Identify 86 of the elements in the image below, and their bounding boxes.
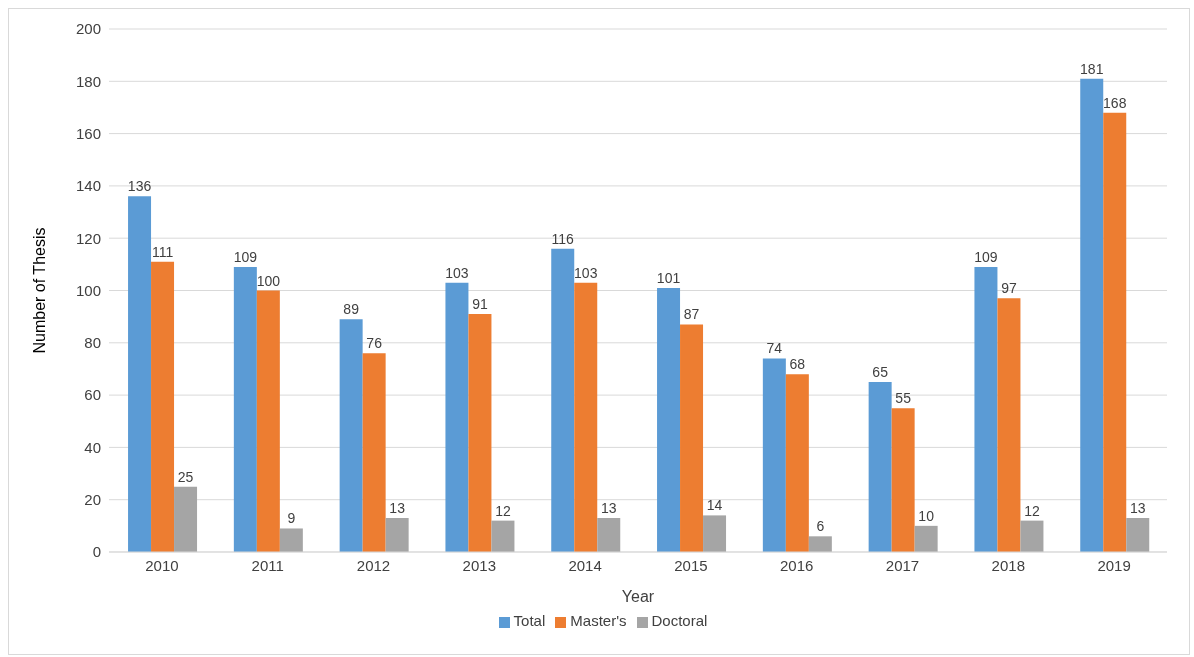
- data-label: 168: [1103, 94, 1127, 111]
- data-label: 10: [918, 507, 935, 524]
- y-tick-label: 160: [75, 124, 101, 142]
- y-tick-label: 140: [75, 177, 101, 195]
- data-label: 12: [1024, 502, 1040, 519]
- data-label: 101: [656, 269, 681, 286]
- x-tick-label: 2017: [885, 556, 920, 574]
- x-tick-label: 2016: [780, 556, 814, 574]
- bar: [1080, 78, 1104, 552]
- bar: [362, 353, 386, 552]
- legend-label: Doctoral: [651, 612, 708, 629]
- bar: [1103, 112, 1127, 552]
- data-label: 13: [389, 500, 406, 517]
- data-label: 97: [1001, 280, 1017, 297]
- bar: [868, 382, 892, 552]
- data-label: 13: [1129, 500, 1146, 517]
- bar: [256, 290, 280, 552]
- bar: [997, 298, 1021, 552]
- bar: [339, 319, 363, 552]
- x-axis-title: Year: [621, 588, 655, 605]
- bar: [597, 518, 621, 552]
- bar: [1126, 518, 1150, 552]
- bar: [762, 358, 786, 552]
- x-tick-label: 2019: [1097, 556, 1131, 574]
- legend-label: Master's: [570, 612, 627, 629]
- y-tick-label: 120: [75, 229, 101, 247]
- data-label: 74: [766, 340, 783, 357]
- bar: [468, 314, 492, 552]
- y-tick-label: 180: [75, 72, 101, 90]
- bar: [385, 518, 409, 552]
- data-label: 109: [233, 248, 258, 265]
- data-label: 116: [551, 230, 575, 247]
- bar: [151, 261, 175, 552]
- bar: [891, 408, 915, 552]
- x-tick-label: 2012: [356, 556, 391, 574]
- y-axis-title: Number of Thesis: [30, 227, 48, 354]
- bar: [128, 196, 152, 552]
- data-label: 87: [683, 306, 700, 323]
- data-label: 13: [600, 500, 617, 517]
- legend-label: Total: [513, 612, 546, 629]
- data-label: 14: [706, 497, 723, 514]
- y-tick-label: 0: [92, 543, 101, 561]
- y-tick-label: 40: [84, 438, 101, 456]
- data-label: 65: [872, 364, 889, 381]
- bar: [657, 287, 681, 552]
- data-label: 91: [472, 296, 488, 313]
- data-label: 109: [974, 248, 998, 265]
- y-tick-label: 20: [84, 491, 101, 509]
- bar: [808, 536, 832, 552]
- data-label: 76: [366, 335, 383, 352]
- data-label: 6: [816, 518, 825, 535]
- y-tick-label: 200: [75, 20, 101, 38]
- data-label: 68: [789, 356, 806, 373]
- data-label: 111: [151, 243, 174, 260]
- bar: [785, 374, 809, 552]
- x-tick-label: 2011: [251, 556, 284, 574]
- bar: [551, 248, 575, 552]
- x-tick-label: 2013: [462, 556, 496, 574]
- data-label: 136: [127, 178, 152, 195]
- bar: [491, 520, 515, 552]
- bar: [574, 282, 598, 552]
- x-tick-label: 2015: [674, 556, 708, 574]
- y-tick-label: 80: [84, 334, 101, 352]
- data-label: 89: [343, 301, 360, 318]
- x-tick-label: 2014: [568, 556, 602, 574]
- x-tick-label: 2018: [991, 556, 1025, 574]
- data-label: 12: [495, 502, 511, 519]
- y-tick-label: 60: [84, 386, 101, 404]
- data-label: 9: [287, 510, 296, 527]
- bar: [703, 515, 727, 552]
- x-tick-label: 2010: [145, 556, 179, 574]
- bar: [914, 525, 938, 552]
- data-label: 103: [574, 264, 598, 281]
- data-label: 25: [177, 468, 194, 485]
- bar: [233, 266, 257, 552]
- bar: [279, 528, 303, 552]
- data-label: 103: [445, 264, 469, 281]
- bar: [445, 282, 469, 552]
- y-tick-label: 100: [75, 281, 101, 299]
- data-label: 55: [895, 390, 912, 407]
- bar: [174, 486, 198, 552]
- data-label: 181: [1080, 60, 1104, 77]
- bar: [1020, 520, 1044, 552]
- bar: [680, 324, 704, 552]
- bar: [974, 266, 998, 552]
- data-label: 100: [256, 272, 281, 289]
